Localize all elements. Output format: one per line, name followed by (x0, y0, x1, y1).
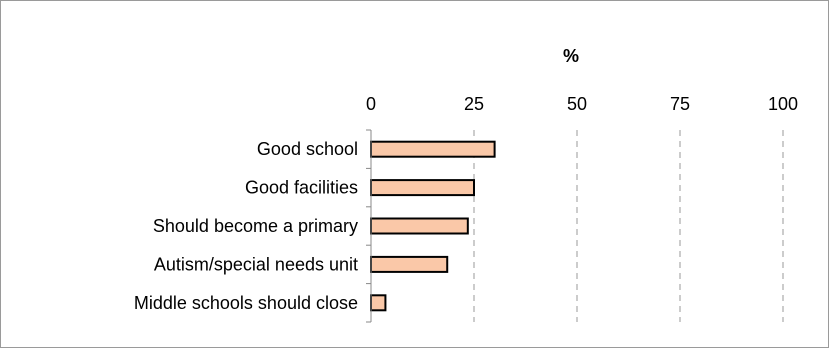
x-tick-label: 50 (567, 94, 587, 114)
x-tick-labels: 0 25 50 75 100 (366, 94, 798, 114)
category-label: Good facilities (245, 178, 358, 198)
x-tick-label: 100 (768, 94, 798, 114)
bar (370, 294, 387, 312)
category-label: Good school (257, 139, 358, 159)
bar (370, 217, 469, 235)
x-axis-label: % (563, 46, 579, 66)
category-labels: Good school Good facilities Should become … (134, 139, 358, 313)
category-label: Should become a primary (153, 216, 358, 236)
gridlines (473, 130, 784, 322)
x-tick-label: 75 (670, 94, 690, 114)
category-label: Middle schools should close (134, 293, 358, 313)
x-tick-label: 25 (464, 94, 484, 114)
bar (370, 255, 449, 273)
bar (370, 140, 496, 158)
x-tick-label: 0 (366, 94, 376, 114)
bar (370, 179, 475, 197)
y-axis (366, 129, 372, 323)
category-label: Autism/special needs unit (154, 254, 358, 274)
